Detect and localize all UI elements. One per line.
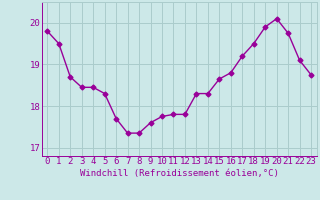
X-axis label: Windchill (Refroidissement éolien,°C): Windchill (Refroidissement éolien,°C) bbox=[80, 169, 279, 178]
